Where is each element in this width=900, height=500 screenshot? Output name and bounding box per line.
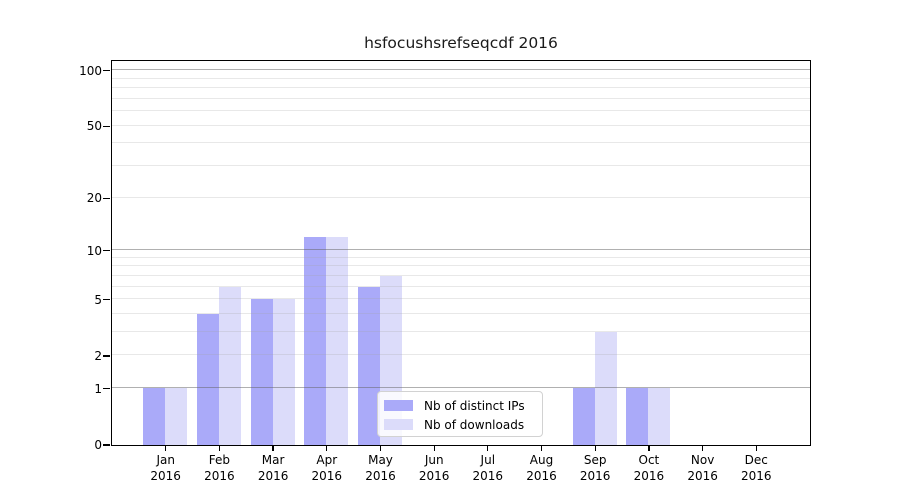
- gridline-9: [111, 256, 810, 258]
- gridline-20: [111, 196, 810, 198]
- x-tick-jan: [165, 446, 167, 451]
- x-tick-label-nov: Nov 2016: [687, 453, 718, 483]
- x-tick-nov: [701, 446, 704, 451]
- y-tick-label-50: 50: [86, 119, 102, 134]
- chart-title: hsfocushsrefseqcdf 2016: [364, 34, 558, 52]
- x-tick-label-apr: Apr 2016: [311, 453, 343, 483]
- y-tick-20: [103, 197, 110, 199]
- legend-swatch-downloads: [384, 419, 413, 430]
- x-tick-label-sep: Sep 2016: [579, 453, 611, 483]
- y-tick-100: [103, 70, 110, 72]
- bar-distinct-ips-oct: [626, 388, 649, 445]
- x-tick-label-jan: Jan 2016: [150, 453, 181, 483]
- bar-distinct-ips-sep: [572, 388, 595, 445]
- gridline-70: [111, 97, 810, 99]
- gridline-8: [111, 265, 810, 267]
- x-tick-mar: [272, 446, 274, 451]
- x-tick-may: [379, 446, 382, 451]
- bar-downloads-jan: [165, 388, 188, 445]
- x-tick-dec: [755, 446, 757, 451]
- x-tick-jul: [487, 446, 489, 451]
- x-tick-label-dec: Dec 2016: [741, 453, 772, 483]
- legend-label-distinct-ips: Nb of distinct IPs: [424, 398, 525, 413]
- gridline-80: [111, 87, 810, 89]
- gridline-90: [111, 77, 810, 79]
- legend-swatch-distinct-ips: [384, 400, 413, 411]
- y-tick-50: [103, 125, 110, 127]
- gridline-4: [111, 313, 810, 314]
- bar-downloads-mar: [272, 299, 295, 445]
- bar-downloads-apr: [326, 236, 349, 445]
- x-tick-feb: [218, 446, 221, 451]
- bar-downloads-oct: [648, 388, 671, 445]
- legend-row-downloads: Nb of downloads: [378, 415, 542, 434]
- gridline-1: [111, 387, 810, 389]
- y-tick-0: [103, 444, 110, 446]
- x-tick-label-jul: Jul 2016: [472, 453, 504, 483]
- bar-downloads-feb: [218, 286, 241, 445]
- x-tick-jun: [433, 446, 435, 451]
- x-tick-aug: [540, 446, 543, 451]
- gridline-30: [111, 165, 810, 167]
- gridline-40: [111, 142, 810, 144]
- y-tick-5: [103, 299, 110, 301]
- x-tick-label-feb: Feb 2016: [204, 453, 235, 483]
- y-tick-10: [103, 249, 110, 252]
- gridline-100: [111, 69, 810, 71]
- legend-row-distinct-ips: Nb of distinct IPs: [378, 396, 542, 415]
- gridline-60: [111, 110, 810, 112]
- gridline-2: [111, 354, 810, 356]
- gridline-6: [111, 285, 810, 287]
- bar-distinct-ips-apr: [304, 236, 327, 445]
- bar-distinct-ips-jan: [143, 388, 166, 445]
- x-tick-apr: [326, 446, 328, 451]
- x-tick-label-may: May 2016: [365, 453, 396, 483]
- x-tick-label-oct: Oct 2016: [633, 453, 665, 483]
- x-tick-label-aug: Aug 2016: [526, 453, 557, 483]
- y-tick-label-5: 5: [94, 292, 102, 307]
- legend-label-downloads: Nb of downloads: [424, 417, 525, 432]
- gridline-5: [111, 298, 810, 300]
- x-tick-oct: [648, 446, 650, 451]
- gridline-10: [111, 248, 810, 251]
- y-tick-label-0: 0: [94, 438, 102, 452]
- y-tick-2: [103, 355, 110, 357]
- gridline-7: [111, 274, 810, 276]
- y-tick-label-2: 2: [94, 348, 102, 363]
- bar-distinct-ips-feb: [196, 314, 219, 445]
- x-tick-label-mar: Mar 2016: [257, 453, 289, 483]
- y-tick-label-100: 100: [79, 63, 102, 78]
- plot-area: [110, 59, 811, 446]
- legend: Nb of distinct IPs Nb of downloads: [377, 391, 543, 437]
- bar-distinct-ips-may: [357, 286, 380, 445]
- y-tick-label-20: 20: [86, 191, 102, 206]
- gridline-50: [111, 124, 810, 126]
- y-tick-label-1: 1: [94, 381, 102, 396]
- x-tick-label-jun: Jun 2016: [418, 453, 450, 483]
- bar-distinct-ips-mar: [250, 299, 273, 445]
- y-tick-1: [103, 388, 110, 390]
- grid-layer: [111, 61, 810, 445]
- y-tick-label-10: 10: [86, 243, 102, 258]
- x-tick-sep: [594, 446, 596, 451]
- gridline-3: [111, 331, 810, 333]
